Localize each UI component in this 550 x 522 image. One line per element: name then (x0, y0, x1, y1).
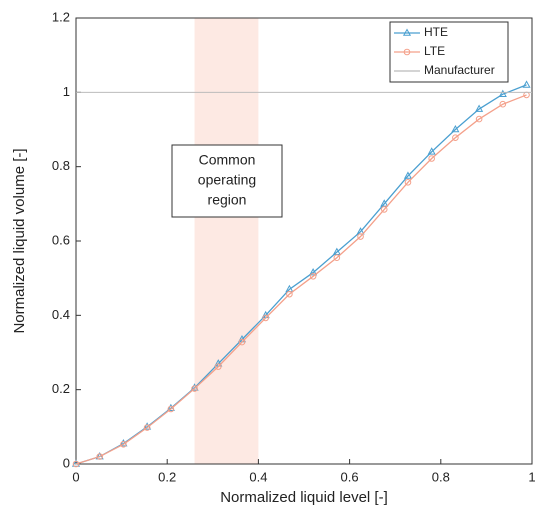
legend-marker (402, 28, 412, 36)
legend-marker (403, 48, 411, 56)
marker (191, 385, 198, 392)
marker (286, 290, 293, 298)
plot-frame (75, 17, 533, 465)
marker (238, 338, 246, 346)
y-axis-label: Normalized liquid volume [-] (11, 148, 28, 333)
legend-label: LTE (424, 44, 445, 58)
marker (522, 80, 531, 88)
marker (404, 178, 412, 186)
marker (403, 171, 413, 179)
y-tick-label: 0.4 (52, 307, 70, 322)
marker (120, 441, 127, 448)
shaded-region (194, 18, 259, 464)
marker (380, 206, 388, 213)
annotation-text: Common (199, 152, 256, 168)
marker (214, 363, 222, 370)
marker (428, 155, 435, 162)
x-tick-label: 0.8 (432, 469, 450, 484)
y-tick-label: 1.2 (52, 9, 70, 24)
marker (309, 268, 318, 276)
marker (167, 405, 175, 413)
y-tick-label: 0.6 (52, 232, 70, 247)
annotation-text: region (208, 192, 247, 208)
marker (309, 273, 317, 280)
annotation-box (171, 144, 283, 218)
marker (499, 100, 507, 108)
x-axis-label: Normalized liquid level [-] (220, 489, 388, 506)
x-tick-label: 0.6 (341, 469, 359, 484)
x-tick-label: 1 (528, 469, 535, 484)
y-tick-label: 0 (63, 455, 70, 470)
y-tick-label: 0.8 (52, 158, 70, 173)
marker (451, 124, 460, 133)
marker (452, 134, 459, 141)
marker (475, 115, 483, 123)
x-tick-label: 0.4 (249, 469, 267, 484)
marker (143, 424, 151, 431)
legend-label: HTE (424, 25, 448, 39)
marker (475, 104, 484, 112)
annotation-text: operating (198, 172, 256, 188)
x-tick-label: 0 (72, 469, 79, 484)
marker (96, 453, 104, 460)
line (75, 94, 527, 465)
marker (333, 254, 341, 262)
marker (427, 147, 436, 155)
marker (72, 460, 80, 468)
y-tick-label: 0.2 (52, 381, 70, 396)
legend-label: Manufacturer (424, 63, 495, 77)
y-tick-label: 1 (63, 84, 70, 99)
marker (498, 89, 507, 97)
line (75, 84, 527, 465)
marker (357, 233, 364, 240)
x-tick-label: 0.2 (158, 469, 176, 484)
marker (262, 314, 269, 322)
